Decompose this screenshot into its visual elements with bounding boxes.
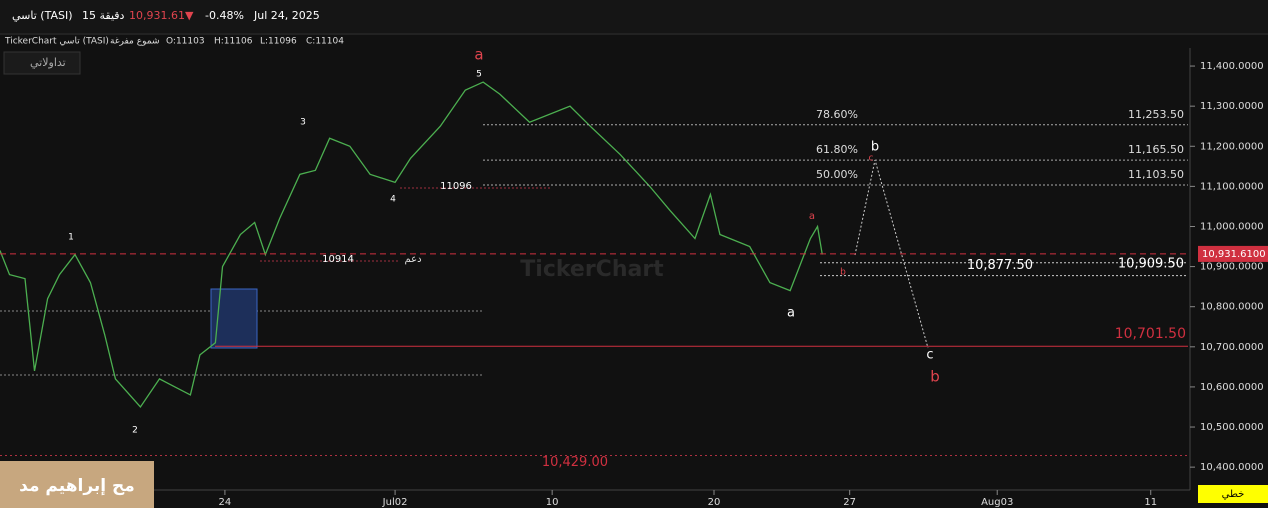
- price-level-label: 10,909.50: [1118, 256, 1184, 271]
- wave-label: 5: [476, 70, 482, 80]
- wave-label: 2: [132, 426, 138, 436]
- open: O:11103: [166, 37, 205, 47]
- marked-level-label: 10914: [322, 254, 354, 265]
- fib-ratio: 78.60%: [816, 108, 858, 121]
- fib-label: 11,253.50: [1128, 108, 1184, 121]
- x-tick-label: Jul02: [382, 497, 408, 508]
- x-tick-label: 11: [1144, 497, 1157, 508]
- y-tick-label: 11,200.0000: [1200, 141, 1264, 152]
- price-line: [0, 81, 823, 409]
- high: H:11106: [214, 37, 253, 47]
- date: Jul 24, 2025: [253, 9, 320, 22]
- wave-label: 3: [300, 118, 306, 128]
- y-tick-label: 11,400.0000: [1200, 61, 1264, 72]
- watermark: TickerChart: [520, 257, 664, 282]
- marked-level-label: 11096: [440, 181, 472, 192]
- wave-label: a: [787, 306, 795, 321]
- wave-label: a: [474, 46, 483, 64]
- low: L:11096: [260, 37, 297, 47]
- trades-button-label[interactable]: تداولاتي: [30, 56, 66, 69]
- mode-button[interactable]: [1198, 485, 1268, 503]
- price-level-label: 10,429.00: [542, 455, 608, 470]
- y-tick-label: 10,900.0000: [1200, 262, 1264, 273]
- x-tick-label: 10: [546, 497, 559, 508]
- y-tick-label: 11,300.0000: [1200, 101, 1264, 112]
- x-tick-label: Aug03: [981, 497, 1013, 508]
- price-level-label: 10,701.50: [1115, 326, 1186, 342]
- fib-ratio: 61.80%: [816, 143, 858, 156]
- last-price-tag: [1198, 245, 1268, 262]
- fib-label: 11,103.50: [1128, 168, 1184, 181]
- interval: 15 دقيقة: [82, 9, 125, 22]
- wave-label: b: [930, 368, 940, 386]
- zone-box: [210, 288, 258, 349]
- support-label: دعم: [404, 254, 421, 265]
- wave-label: 1: [68, 233, 74, 243]
- close: C:11104: [306, 37, 344, 47]
- y-tick-label: 10,400.0000: [1200, 462, 1264, 473]
- price: 10,931.61: [129, 9, 185, 22]
- direction: ▼: [185, 9, 194, 22]
- y-tick-label: 10,700.0000: [1200, 342, 1264, 353]
- footer-badge: [0, 461, 154, 508]
- trades-button[interactable]: [3, 51, 81, 75]
- change: -0.48%: [205, 9, 244, 22]
- y-tick-label: 10,800.0000: [1200, 302, 1264, 313]
- y-tick-label: 10,600.0000: [1200, 382, 1264, 393]
- mode-label[interactable]: خطي: [1222, 489, 1245, 500]
- wave-label: c: [926, 348, 933, 363]
- x-tick-label: 20: [708, 497, 721, 508]
- style: شموع مفرغة: [110, 37, 160, 47]
- wave-label: 4: [390, 195, 396, 205]
- y-tick-label: 11,000.0000: [1200, 221, 1264, 232]
- x-tick-label: 27: [843, 497, 856, 508]
- wave-label: b: [871, 140, 879, 155]
- wave-label: b: [840, 268, 846, 278]
- y-tick-label: 10,500.0000: [1200, 422, 1264, 433]
- symbol: تاسي (TASI): [12, 9, 73, 22]
- footer-label: مح إبراهيم مد: [19, 476, 135, 496]
- wave-label: c: [869, 154, 874, 164]
- fib-ratio: 50.00%: [816, 168, 858, 181]
- fib-label: 11,165.50: [1128, 143, 1184, 156]
- top-bar: [0, 0, 1268, 33]
- last-price-label: 10,931.6100: [1202, 249, 1266, 260]
- x-tick-label: 24: [219, 497, 232, 508]
- wave-label: a: [809, 211, 815, 222]
- source: TickerChart تاسي (TASI): [4, 37, 109, 47]
- y-tick-label: 11,100.0000: [1200, 181, 1264, 192]
- price-level-label: 10,877.50: [967, 258, 1033, 273]
